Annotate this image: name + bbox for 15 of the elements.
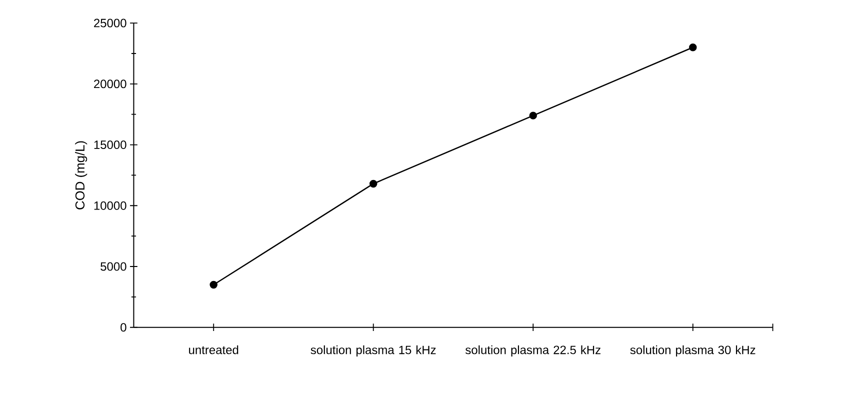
- x-tick-label: solution plasma 22.5 kHz: [465, 345, 600, 357]
- point: [369, 180, 378, 188]
- y-axis-title: COD (mg/L): [75, 141, 88, 210]
- y-tick-label: 25000: [94, 18, 126, 28]
- x-tick-label: untreated: [189, 345, 238, 354]
- x-tick-label: solution plasma 30 kHz: [630, 345, 756, 357]
- point: [529, 112, 537, 120]
- y-tick-label: 15000: [94, 140, 126, 150]
- y-tick-label: 20000: [94, 80, 126, 88]
- x-tick-label: solution plasma 15 kHz: [310, 345, 436, 357]
- y-tick-label: 5000: [100, 262, 126, 271]
- y-tick-label: 0: [120, 323, 126, 332]
- y-tick-label: 10000: [94, 201, 126, 210]
- point: [210, 280, 218, 289]
- point: [689, 44, 697, 52]
